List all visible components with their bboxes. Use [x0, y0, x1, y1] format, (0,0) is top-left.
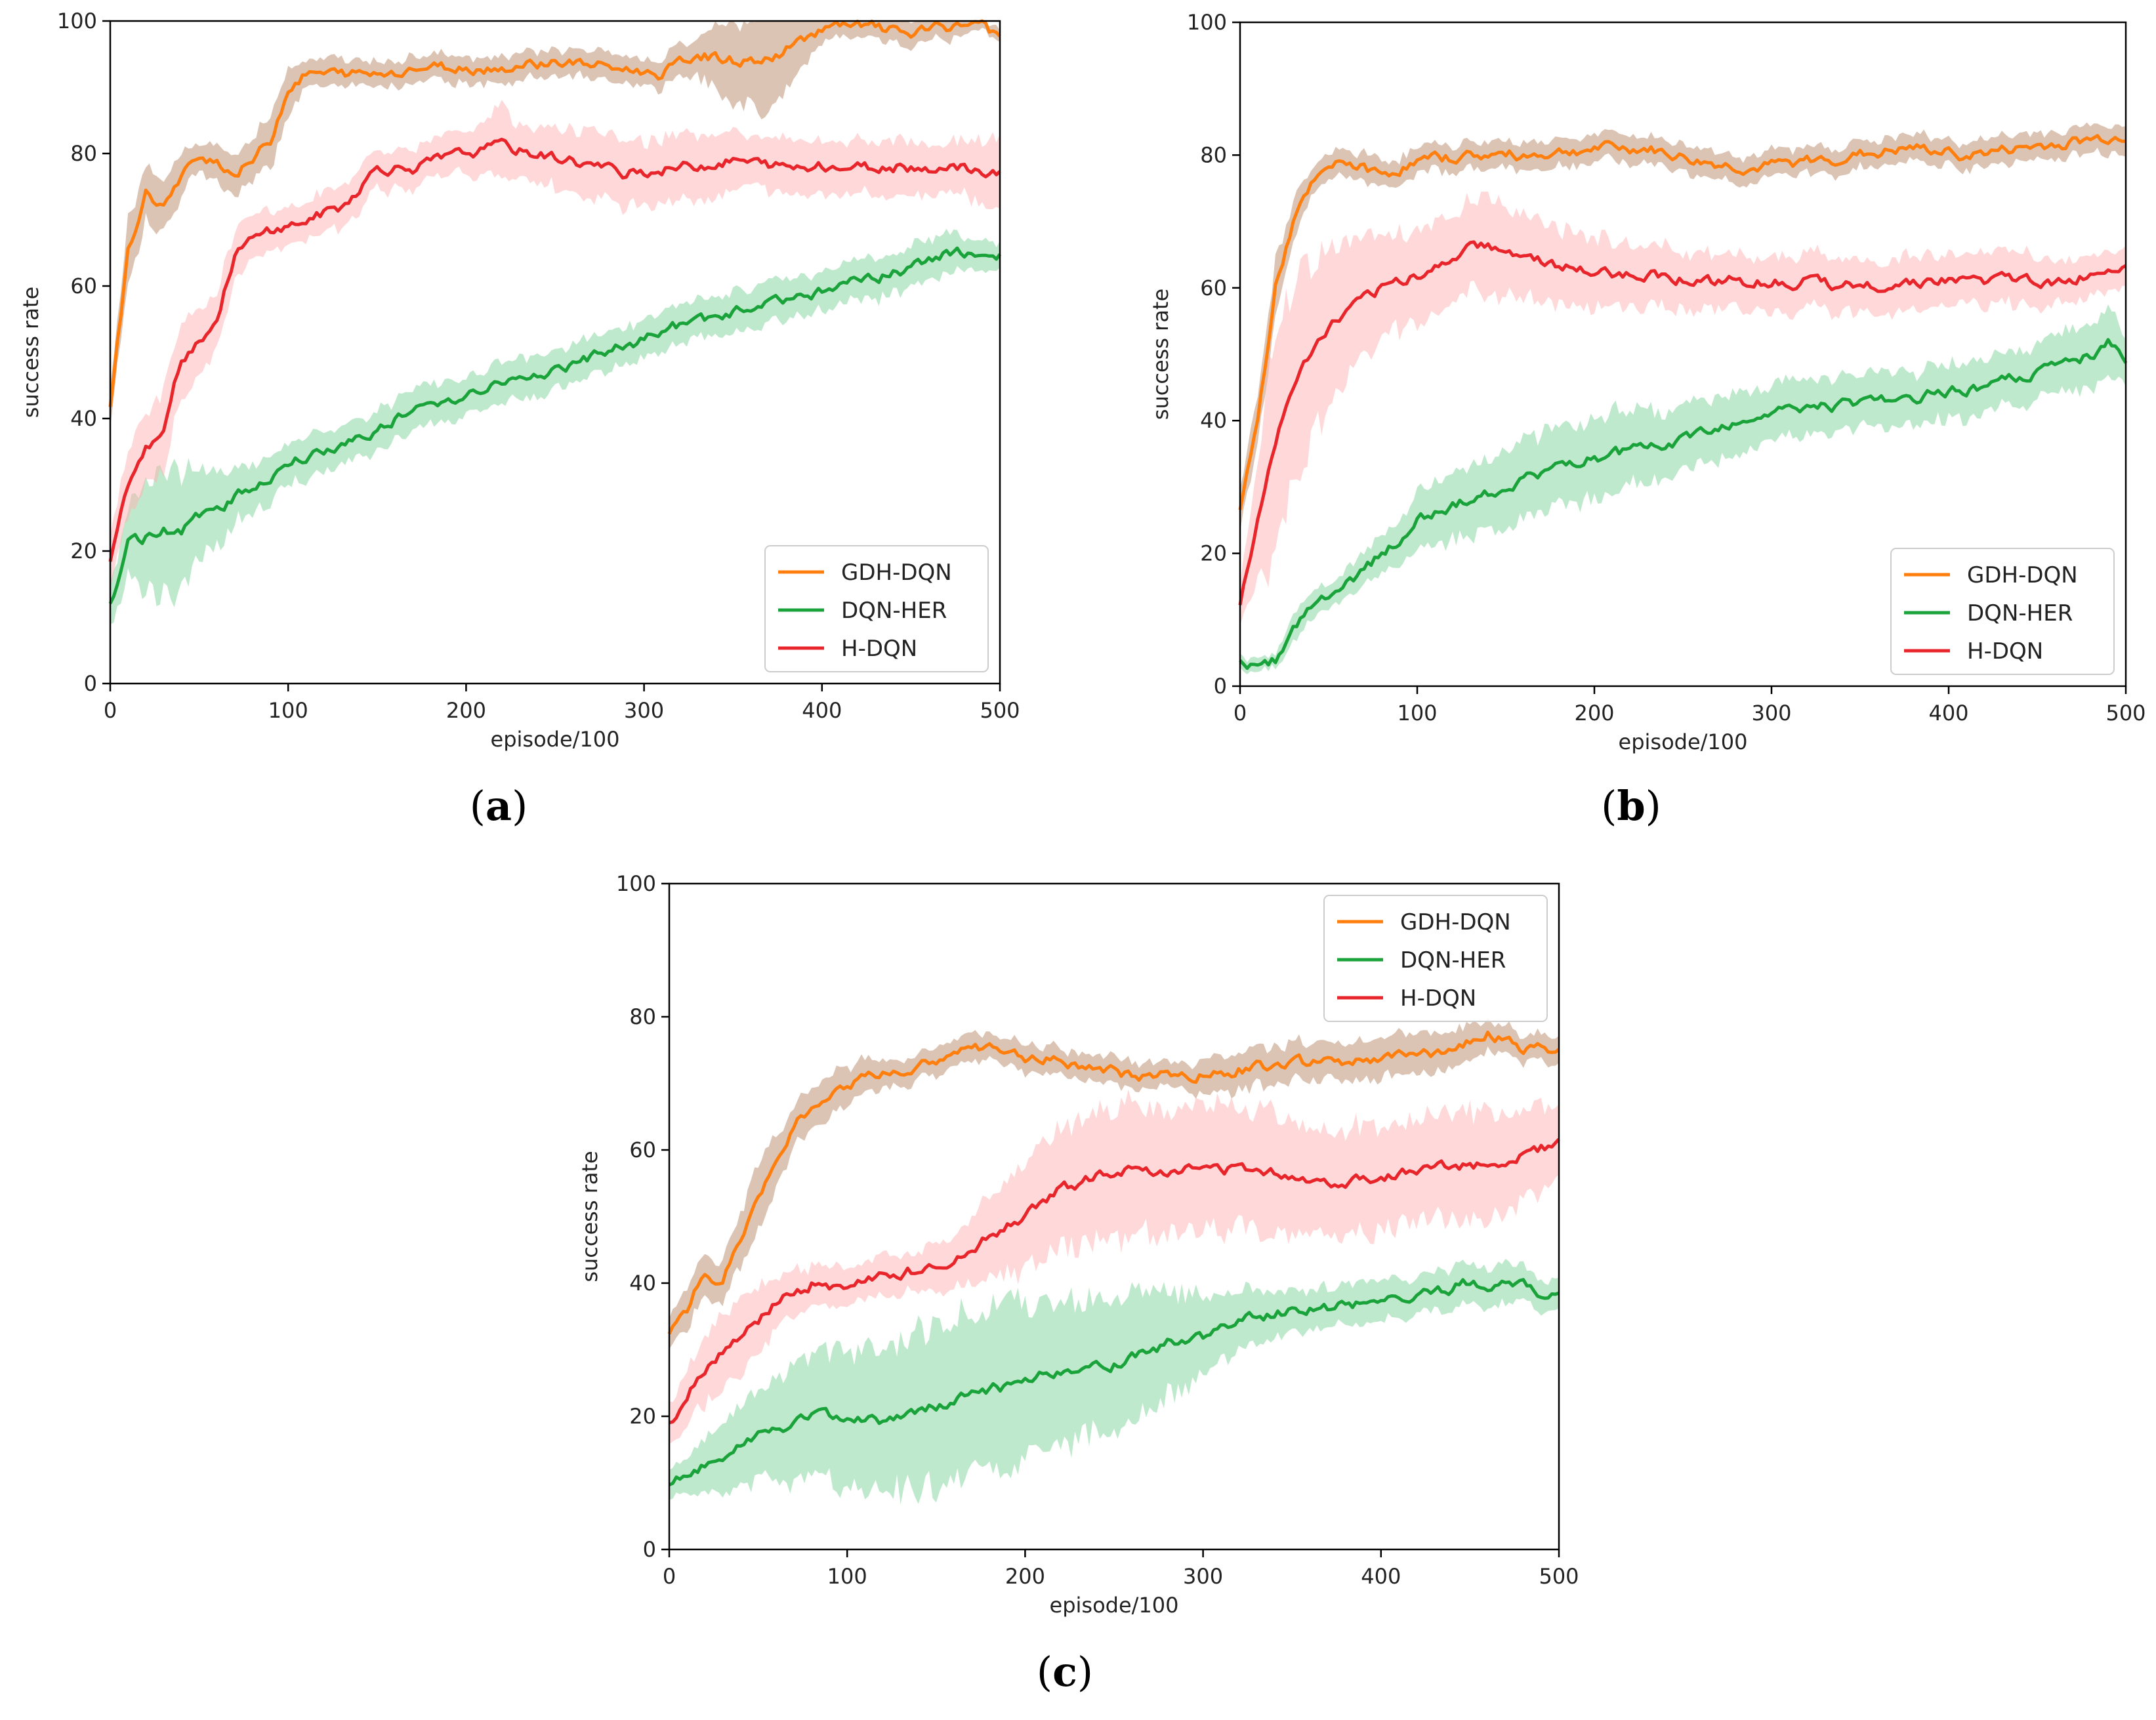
- x-axis-label: episode/100: [491, 727, 620, 752]
- legend-label-gdh-dqn: GDH-DQN: [1400, 909, 1511, 935]
- y-axis-label: success rate: [577, 1151, 602, 1282]
- line-dqn-her: [108, 246, 1002, 605]
- y-tick-label: 100: [616, 871, 656, 896]
- x-tick-label: 400: [1928, 701, 1968, 726]
- legend-label-h-dqn: H-DQN: [841, 636, 917, 662]
- x-tick-label: 100: [827, 1564, 867, 1589]
- y-tick-label: 60: [1200, 276, 1227, 300]
- band-dqn-her: [669, 1258, 1559, 1505]
- y-tick-label: 20: [70, 539, 97, 563]
- legend-label-gdh-dqn: GDH-DQN: [841, 560, 952, 586]
- x-tick-label: 400: [802, 698, 842, 723]
- legend-label-dqn-her: DQN-HER: [841, 598, 947, 624]
- x-tick-label: 0: [1233, 701, 1247, 726]
- line-h-dqn: [669, 1137, 1560, 1425]
- panel-caption: (b): [1601, 782, 1661, 830]
- line-dqn-her: [669, 1278, 1560, 1486]
- series-group: [667, 1017, 1560, 1505]
- y-tick-label: 0: [1214, 674, 1227, 699]
- x-tick-label: 300: [1183, 1564, 1223, 1589]
- y-axis-label: success rate: [1148, 289, 1173, 420]
- y-tick-label: 80: [70, 141, 97, 166]
- y-tick-label: 40: [70, 406, 97, 431]
- band-gdh-dqn: [669, 1017, 1559, 1349]
- line-h-dqn: [108, 137, 1001, 562]
- legend-box: [1323, 895, 1548, 1022]
- legend-box: [764, 545, 989, 672]
- plot-frame: [1239, 21, 2127, 687]
- line-h-dqn: [1238, 240, 2127, 605]
- line-gdh-dqn: [108, 19, 1001, 407]
- y-tick-label: 80: [1200, 142, 1227, 167]
- legend-label-h-dqn: H-DQN: [1967, 638, 2043, 665]
- band-h-dqn: [110, 100, 1000, 589]
- plot-frame: [109, 20, 1001, 685]
- line-dqn-her: [1239, 338, 2128, 670]
- legend-label-gdh-dqn: GDH-DQN: [1967, 562, 2078, 588]
- x-tick-label: 300: [1751, 701, 1791, 726]
- legend-box: [1890, 548, 2115, 675]
- legend-label-dqn-her: DQN-HER: [1967, 600, 2073, 626]
- x-axis-label: episode/100: [1050, 1593, 1179, 1618]
- x-tick-label: 200: [1574, 701, 1614, 726]
- plot-frame: [668, 882, 1560, 1551]
- legend: GDH-DQN DQN-HER H-DQN: [1890, 548, 2115, 675]
- chart-panel-a: 0 100 200 300 400 500 0 20 40 60 80 100 episode/100 s…: [18, 9, 1020, 830]
- band-dqn-her: [110, 228, 1000, 625]
- chart-panel-b: 0 100 200 300 400 500 0 20 40 60 80 100 episode/100 s…: [1148, 10, 2146, 830]
- y-tick-label: 100: [1187, 10, 1227, 35]
- band-h-dqn: [669, 1089, 1559, 1444]
- legend: GDH-DQN DQN-HER H-DQN: [764, 545, 989, 672]
- y-tick-label: 100: [57, 9, 97, 33]
- panel-caption: (a): [470, 782, 528, 830]
- x-tick-label: 500: [2105, 701, 2146, 726]
- x-tick-label: 200: [1005, 1564, 1045, 1589]
- x-tick-label: 0: [663, 1564, 676, 1589]
- y-tick-label: 60: [70, 274, 97, 298]
- series-group: [1238, 122, 2128, 674]
- y-axis-label: success rate: [18, 287, 43, 418]
- x-tick-label: 200: [446, 698, 486, 723]
- y-tick-label: 60: [629, 1137, 656, 1162]
- y-tick-label: 40: [629, 1271, 656, 1296]
- legend: GDH-DQN DQN-HER H-DQN: [1323, 895, 1548, 1022]
- x-tick-label: 500: [1539, 1564, 1579, 1589]
- x-tick-label: 100: [268, 698, 308, 723]
- x-tick-label: 0: [104, 698, 117, 723]
- y-tick-label: 0: [643, 1537, 656, 1562]
- x-axis-label: episode/100: [1619, 729, 1748, 754]
- series-group: [108, 19, 1002, 625]
- chart-panel-c: 0 100 200 300 400 500 0 20 40 60 80 100 episode/100 s…: [577, 871, 1579, 1696]
- band-gdh-dqn: [1240, 122, 2126, 533]
- line-gdh-dqn: [1238, 134, 2126, 510]
- legend-label-dqn-her: DQN-HER: [1400, 947, 1506, 973]
- y-tick-label: 20: [629, 1404, 656, 1429]
- line-gdh-dqn: [667, 1031, 1560, 1335]
- y-tick-label: 40: [1200, 408, 1227, 433]
- y-tick-label: 0: [84, 671, 97, 696]
- x-tick-label: 100: [1397, 701, 1437, 726]
- x-tick-label: 300: [624, 698, 664, 723]
- band-h-dqn: [1240, 191, 2126, 626]
- legend-label-h-dqn: H-DQN: [1400, 985, 1476, 1012]
- x-tick-label: 500: [980, 698, 1020, 723]
- x-tick-label: 400: [1361, 1564, 1401, 1589]
- y-tick-label: 80: [629, 1004, 656, 1029]
- panel-caption: (c): [1037, 1648, 1093, 1696]
- y-tick-label: 20: [1200, 541, 1227, 566]
